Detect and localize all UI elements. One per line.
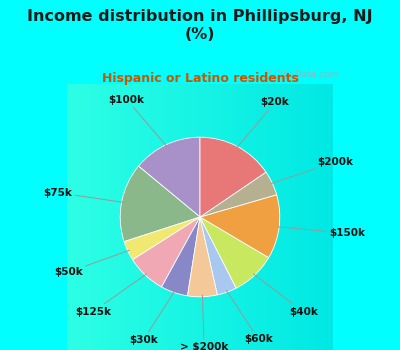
Wedge shape [200,195,280,258]
Text: $200k: $200k [271,157,354,184]
Text: $75k: $75k [44,188,123,202]
Text: $50k: $50k [54,250,129,277]
Text: $40k: $40k [254,274,318,317]
Text: > $200k: > $200k [180,295,228,350]
Wedge shape [124,217,200,260]
Text: Income distribution in Phillipsburg, NJ
(%): Income distribution in Phillipsburg, NJ … [27,9,373,42]
Wedge shape [200,137,266,217]
Wedge shape [162,217,200,296]
Text: $20k: $20k [236,97,290,148]
Wedge shape [200,172,277,217]
Wedge shape [138,137,200,217]
Text: ⓘ City-Data.com: ⓘ City-Data.com [266,70,338,79]
Text: $30k: $30k [129,291,175,345]
Text: $100k: $100k [109,94,167,146]
Wedge shape [200,217,236,295]
Text: Hispanic or Latino residents: Hispanic or Latino residents [102,72,298,85]
Wedge shape [200,217,269,288]
Wedge shape [120,166,200,242]
Wedge shape [188,217,218,297]
Wedge shape [133,217,200,287]
Text: $150k: $150k [278,227,365,238]
Text: $60k: $60k [226,290,273,344]
Text: $125k: $125k [75,274,146,317]
